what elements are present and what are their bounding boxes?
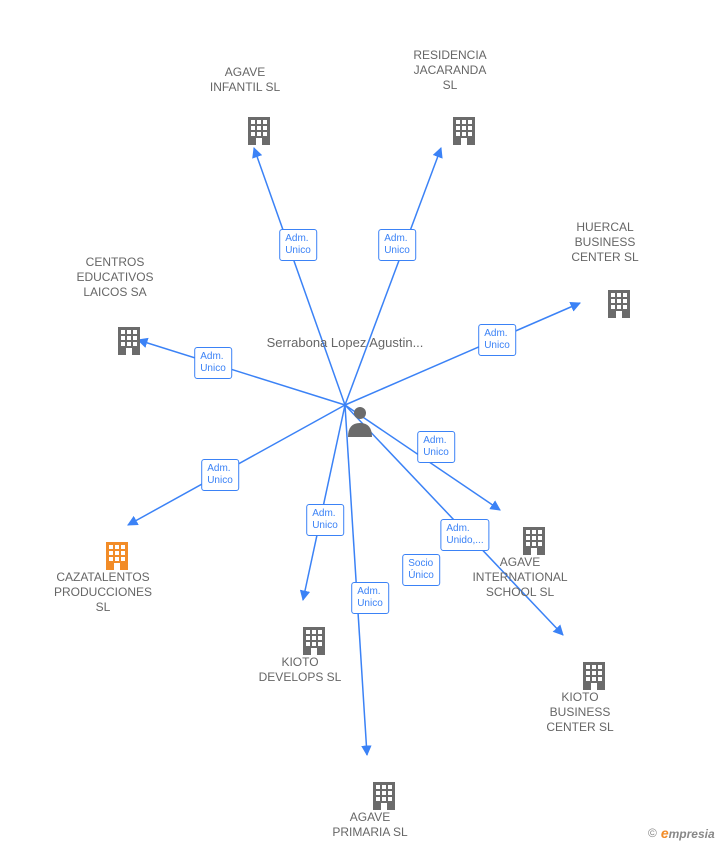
node-label: HUERCAL BUSINESS CENTER SL [571,220,638,265]
edge-line [345,148,441,405]
edge-label: Adm. Unico [417,431,455,463]
brand-logo: empresia [661,825,715,841]
node-label: CENTROS EDUCATIVOS LAICOS SA [76,255,153,300]
node-label: RESIDENCIA JACARANDA SL [413,48,486,93]
edge-label: Adm. Unico [351,582,389,614]
edge-label: Socio Único [402,554,440,586]
edge-label: Adm. Unico [378,229,416,261]
edge-line [254,148,345,405]
edge-line [345,405,367,755]
node-label: CAZATALENTOS PRODUCCIONES SL [54,570,152,615]
edge-label: Adm. Unico [194,347,232,379]
node-label: AGAVE INFANTIL SL [210,65,280,95]
center-node-label: Serrabona Lopez Agustin... [267,335,424,352]
edge-label: Adm. Unico [306,504,344,536]
attribution: © empresia [648,825,715,841]
node-label: KIOTO DEVELOPS SL [259,655,342,685]
edge-line [345,303,580,405]
edge-line [303,405,345,600]
edge-label: Adm. Unico [279,229,317,261]
edge-label: Adm. Unido,... [440,519,489,551]
node-label: AGAVE INTERNATIONAL SCHOOL SL [472,555,567,600]
node-label: KIOTO BUSINESS CENTER SL [546,690,613,735]
copyright-symbol: © [648,826,657,840]
edge-label: Adm. Unico [201,459,239,491]
node-label: AGAVE PRIMARIA SL [332,810,407,840]
edge-label: Adm. Unico [478,324,516,356]
